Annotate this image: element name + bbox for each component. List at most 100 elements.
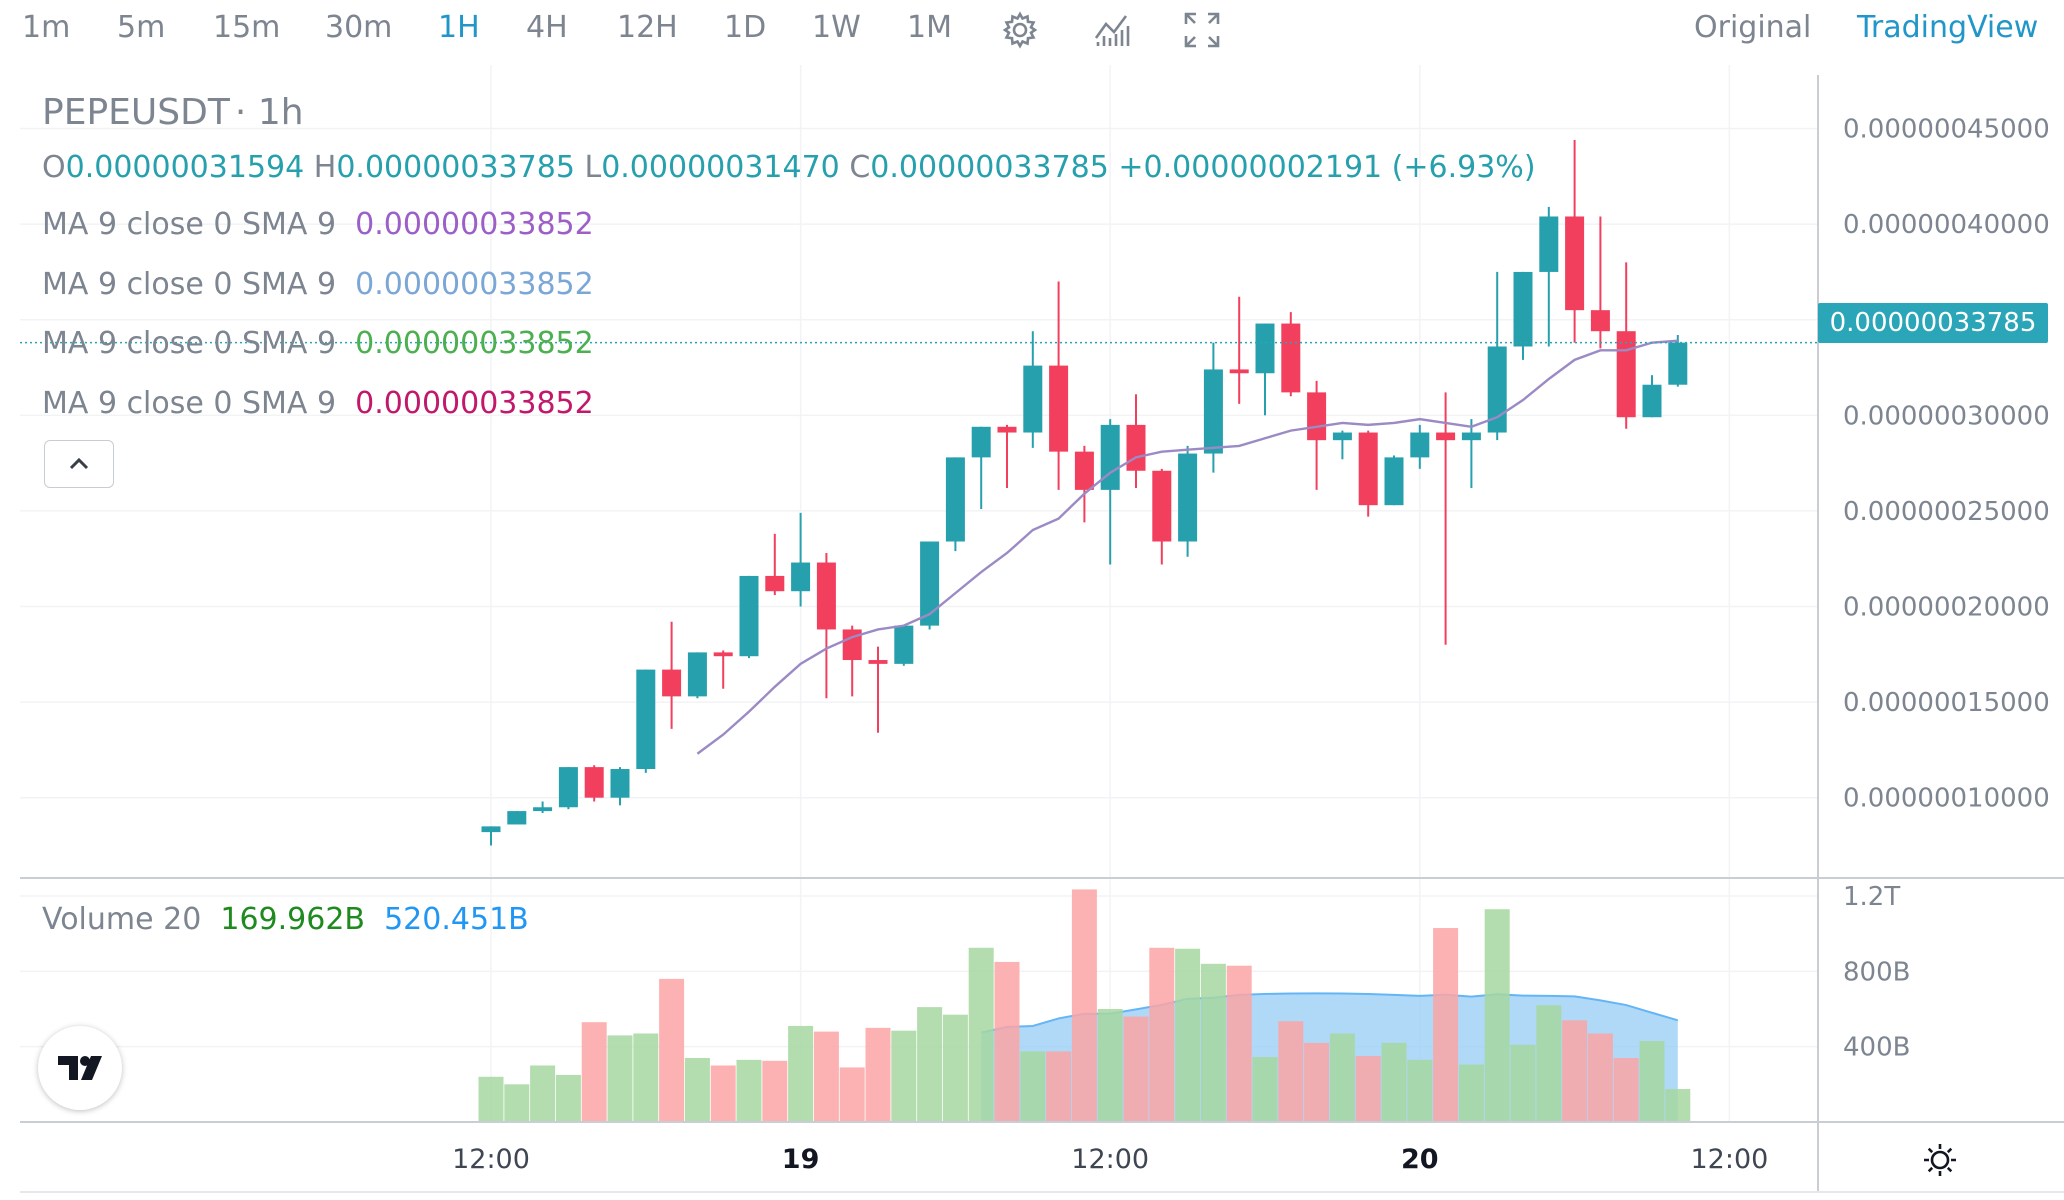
volume-bar	[607, 1035, 633, 1122]
volume-bar	[555, 1074, 581, 1122]
price-pane	[20, 140, 1818, 846]
candle-body	[584, 767, 604, 798]
timeframe-5m[interactable]: 5m	[117, 10, 166, 45]
volume-bar	[1252, 1057, 1278, 1122]
candle-body	[636, 669, 656, 770]
volume-bar	[839, 1067, 865, 1122]
ma-value: 0.00000033852	[355, 326, 594, 361]
timeframe-1d[interactable]: 1D	[724, 10, 767, 45]
high-value: 0.00000033785	[336, 150, 575, 185]
ma-line	[696, 339, 1678, 755]
ma-legend-row: MA 9 close 0 SMA 9 0.00000033852	[42, 267, 594, 302]
volume-bar	[1097, 1009, 1123, 1122]
volume-bar	[1175, 948, 1201, 1122]
time-tick-label: 20	[1401, 1144, 1439, 1175]
volume-bar	[1355, 1056, 1381, 1122]
candle-body	[920, 541, 940, 626]
settings-gear-icon[interactable]	[998, 8, 1042, 52]
low-value: 0.00000031470	[601, 150, 840, 185]
volume-bar	[530, 1065, 556, 1122]
candle-body	[1358, 432, 1378, 506]
candle-body	[1616, 331, 1636, 418]
candle-body	[1255, 323, 1275, 374]
candle-body	[765, 575, 785, 592]
ma-legend-row: MA 9 close 0 SMA 9 0.00000033852	[42, 207, 594, 242]
candle-body	[1642, 384, 1662, 418]
candle-body	[610, 769, 630, 798]
tradingview-logo-icon	[58, 1056, 102, 1080]
timeframe-1w[interactable]: 1W	[812, 10, 861, 45]
candle-body	[1590, 310, 1610, 332]
candle-body	[971, 426, 991, 458]
volume-bar	[1510, 1044, 1536, 1122]
volume-bar	[633, 1033, 659, 1122]
volume-tick-label: 400B	[1843, 1033, 1910, 1063]
volume-ma-line	[980, 992, 1679, 1034]
last-price-tag: 0.00000033785	[1818, 303, 2048, 343]
volume-bar	[1587, 1033, 1613, 1122]
candle-body	[739, 575, 759, 657]
volume-bar	[659, 978, 685, 1122]
candle-body	[1049, 365, 1069, 452]
candle-body	[713, 652, 733, 657]
candle-body	[687, 652, 707, 697]
volume-bar	[1665, 1089, 1691, 1122]
ma-value: 0.00000033852	[355, 386, 594, 421]
volume-bar	[1200, 963, 1226, 1122]
candle-body	[507, 811, 527, 825]
candle-body	[1565, 216, 1585, 311]
candle-body	[1023, 365, 1043, 433]
timeframe-15m[interactable]: 15m	[213, 10, 281, 45]
candle-body	[791, 562, 811, 592]
volume-bar	[1536, 1005, 1562, 1122]
timeframe-1m-month[interactable]: 1M	[907, 10, 952, 45]
time-tick-label: 19	[782, 1144, 820, 1175]
open-label: O	[42, 150, 66, 185]
volume-bar	[1433, 928, 1459, 1122]
open-value: 0.00000031594	[65, 150, 305, 185]
volume-bar	[1020, 1051, 1046, 1122]
collapse-legend-button[interactable]	[44, 440, 114, 488]
timeframe-12h[interactable]: 12H	[617, 10, 678, 45]
symbol-separator: ·	[234, 92, 258, 133]
candle-body	[945, 457, 965, 542]
volume-bar	[1226, 965, 1252, 1122]
candle-body	[1332, 432, 1352, 441]
candle-body	[1410, 432, 1430, 458]
timeframe-1h[interactable]: 1H	[438, 10, 480, 45]
candle-body	[662, 669, 682, 697]
volume-bar	[1458, 1064, 1484, 1122]
chart-type-icon[interactable]	[1090, 8, 1134, 52]
symbol-interval: 1h	[257, 92, 304, 133]
ma-legend-row: MA 9 close 0 SMA 9 0.00000033852	[42, 326, 594, 361]
volume-bar	[917, 1007, 943, 1122]
top-toolbar: 1m 5m 15m 30m 1H 4H 12H 1D 1W 1M Origina…	[0, 0, 2064, 64]
ma-label: MA 9 close 0 SMA 9	[42, 267, 337, 302]
view-tradingview-button[interactable]: TradingView	[1857, 10, 2039, 45]
ma-legend-row: MA 9 close 0 SMA 9 0.00000033852	[42, 386, 594, 421]
volume-bar	[736, 1059, 762, 1122]
ma-label: MA 9 close 0 SMA 9	[42, 386, 337, 421]
candle-body	[1513, 271, 1533, 347]
chart-settings-gear-icon[interactable]	[1918, 1138, 1962, 1182]
ohlc-legend: O0.00000031594 H0.00000033785 L0.0000003…	[42, 150, 1536, 185]
fullscreen-icon[interactable]	[1180, 8, 1224, 52]
candle-body	[1152, 470, 1172, 542]
volume-bar	[710, 1065, 736, 1122]
timeframe-30m[interactable]: 30m	[325, 10, 393, 45]
timeframe-4h[interactable]: 4H	[526, 10, 568, 45]
price-tick-label: 0.00000020000	[1843, 593, 2050, 623]
timeframe-1m[interactable]: 1m	[22, 10, 71, 45]
chevron-up-icon	[69, 457, 89, 470]
candle-body	[1461, 432, 1481, 441]
view-original-button[interactable]: Original	[1694, 10, 1812, 45]
tradingview-logo[interactable]	[38, 1026, 122, 1110]
volume-bar	[1484, 909, 1510, 1122]
volume-bar	[813, 1031, 839, 1122]
volume-bar	[1613, 1057, 1639, 1122]
symbol-name: PEPEUSDT	[42, 92, 230, 133]
volume-tick-label: 1.2T	[1843, 882, 1900, 912]
time-tick-label: 12:00	[1071, 1144, 1149, 1175]
candle-body	[1203, 369, 1223, 454]
